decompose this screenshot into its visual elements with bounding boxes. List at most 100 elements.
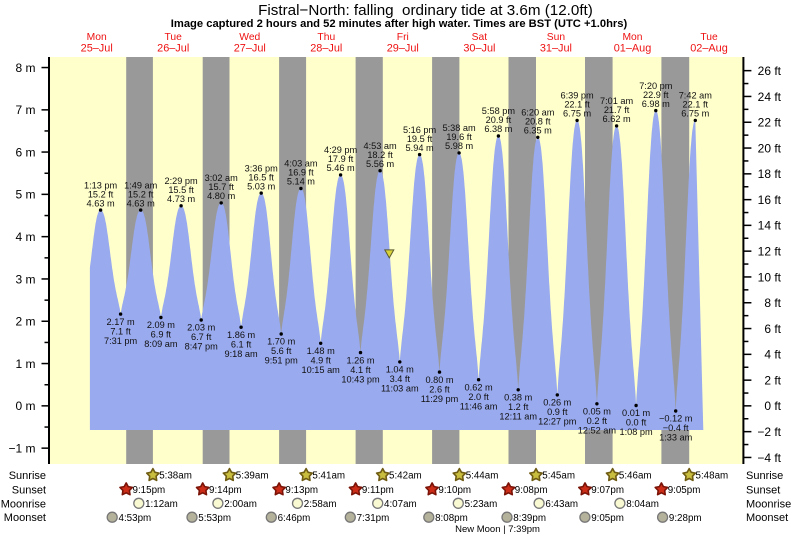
svg-text:0.01 m: 0.01 m [622, 408, 650, 418]
svg-text:9:05pm: 9:05pm [668, 485, 701, 496]
svg-text:1.04 m: 1.04 m [386, 365, 414, 375]
svg-text:6.38 m: 6.38 m [484, 124, 512, 134]
svg-text:Tue: Tue [165, 32, 183, 43]
svg-text:4.1 ft: 4.1 ft [350, 365, 371, 375]
svg-text:25–Jul: 25–Jul [81, 42, 113, 54]
svg-text:4 m: 4 m [15, 230, 35, 244]
svg-text:22 ft: 22 ft [758, 116, 782, 130]
svg-text:9:13pm: 9:13pm [285, 485, 318, 496]
svg-text:6.35 m: 6.35 m [524, 126, 552, 136]
svg-text:7:31pm: 7:31pm [357, 513, 390, 524]
svg-text:9:11pm: 9:11pm [362, 485, 394, 496]
svg-text:15.2 ft: 15.2 ft [88, 189, 114, 199]
svg-text:0.0 ft: 0.0 ft [626, 418, 647, 428]
svg-text:6 ft: 6 ft [764, 322, 781, 336]
svg-text:6:46pm: 6:46pm [278, 513, 311, 524]
svg-text:1.26 m: 1.26 m [346, 355, 374, 365]
svg-text:6.9 ft: 6.9 ft [151, 330, 172, 340]
svg-text:5:53pm: 5:53pm [198, 513, 231, 524]
svg-text:9:18 am: 9:18 am [224, 349, 258, 359]
svg-text:2.17 m: 2.17 m [107, 317, 135, 327]
svg-text:2 ft: 2 ft [764, 373, 781, 387]
svg-text:29–Jul: 29–Jul [387, 42, 419, 54]
svg-text:18.2 ft: 18.2 ft [367, 150, 393, 160]
svg-text:19.5 ft: 19.5 ft [407, 134, 433, 144]
svg-text:Wed: Wed [239, 32, 260, 43]
svg-text:7.1 ft: 7.1 ft [110, 326, 131, 336]
svg-text:2 m: 2 m [15, 315, 35, 329]
svg-text:12 ft: 12 ft [758, 245, 782, 259]
svg-text:01–Aug: 01–Aug [614, 42, 652, 54]
svg-text:6 m: 6 m [15, 145, 35, 159]
svg-text:New Moon | 7:39pm: New Moon | 7:39pm [455, 524, 540, 535]
svg-text:11:29 pm: 11:29 pm [421, 394, 459, 404]
svg-text:7:31 pm: 7:31 pm [104, 336, 138, 346]
svg-text:10:15 am: 10:15 am [302, 365, 341, 375]
svg-text:0.38 m: 0.38 m [504, 393, 532, 403]
svg-text:11:03 am: 11:03 am [381, 384, 419, 394]
svg-text:9:05pm: 9:05pm [591, 513, 624, 524]
svg-text:Moonset: Moonset [746, 512, 788, 524]
svg-text:Tue: Tue [700, 32, 718, 43]
svg-text:Sunset: Sunset [12, 484, 46, 496]
svg-text:20 ft: 20 ft [758, 141, 782, 155]
svg-text:Sun: Sun [547, 32, 566, 43]
svg-text:30–Jul: 30–Jul [463, 42, 495, 54]
svg-text:16.5 ft: 16.5 ft [248, 172, 274, 182]
svg-text:24 ft: 24 ft [758, 90, 782, 104]
svg-text:Mon: Mon [622, 32, 642, 43]
svg-text:11:46 am: 11:46 am [460, 401, 498, 411]
svg-text:0 ft: 0 ft [764, 399, 781, 413]
svg-text:26–Jul: 26–Jul [157, 42, 189, 54]
svg-text:8:08pm: 8:08pm [435, 513, 468, 524]
svg-text:18 ft: 18 ft [758, 167, 782, 181]
svg-text:6.98 m: 6.98 m [642, 99, 670, 109]
svg-text:8:47 pm: 8:47 pm [185, 342, 219, 352]
svg-text:12:52 am: 12:52 am [578, 426, 617, 436]
svg-text:5.03 m: 5.03 m [247, 181, 275, 191]
svg-text:27–Jul: 27–Jul [234, 42, 266, 54]
svg-text:22.1 ft: 22.1 ft [683, 100, 709, 110]
svg-text:0.05 m: 0.05 m [583, 407, 611, 417]
svg-text:Sunset: Sunset [746, 484, 780, 496]
svg-text:Thu: Thu [317, 32, 335, 43]
svg-text:5.98 m: 5.98 m [445, 141, 473, 151]
svg-text:6:43am: 6:43am [545, 499, 578, 510]
svg-text:2.09 m: 2.09 m [147, 320, 175, 330]
svg-text:4:53 am: 4:53 am [363, 141, 397, 151]
svg-text:21.7 ft: 21.7 ft [604, 105, 630, 115]
svg-text:3:02 am: 3:02 am [205, 173, 239, 183]
svg-text:2.03 m: 2.03 m [187, 323, 215, 333]
svg-text:1:13 pm: 1:13 pm [84, 180, 118, 190]
svg-text:1.70 m: 1.70 m [267, 337, 295, 347]
svg-text:9:07pm: 9:07pm [591, 485, 624, 496]
svg-text:6.62 m: 6.62 m [603, 114, 631, 124]
svg-text:Mon: Mon [87, 32, 107, 43]
svg-text:4:29 pm: 4:29 pm [324, 145, 358, 155]
svg-text:17.9 ft: 17.9 ft [328, 154, 354, 164]
svg-text:2:58am: 2:58am [304, 499, 337, 510]
svg-text:2.0 ft: 2.0 ft [468, 392, 489, 402]
svg-text:1:08 pm: 1:08 pm [619, 427, 653, 437]
svg-text:5:38am: 5:38am [159, 471, 192, 482]
svg-text:3 m: 3 m [15, 272, 35, 286]
svg-text:4 ft: 4 ft [764, 348, 781, 362]
svg-text:5:41am: 5:41am [312, 471, 345, 482]
svg-text:5 m: 5 m [15, 188, 35, 202]
svg-text:8:04am: 8:04am [626, 499, 659, 510]
svg-text:Sunrise: Sunrise [746, 470, 783, 482]
svg-text:9:10pm: 9:10pm [438, 485, 471, 496]
svg-text:1:12am: 1:12am [145, 499, 178, 510]
svg-text:31–Jul: 31–Jul [540, 42, 572, 54]
svg-text:6.1 ft: 6.1 ft [231, 339, 252, 349]
svg-text:5.14 m: 5.14 m [287, 177, 315, 187]
svg-text:5:46am: 5:46am [619, 471, 652, 482]
svg-text:−0.12 m: −0.12 m [659, 414, 693, 424]
svg-text:Image captured 2 hours and 52: Image captured 2 hours and 52 minutes af… [171, 18, 628, 30]
svg-text:−1 m: −1 m [8, 442, 35, 456]
svg-text:5:42am: 5:42am [389, 471, 422, 482]
svg-text:0.62 m: 0.62 m [465, 382, 493, 392]
svg-text:0 m: 0 m [15, 399, 35, 413]
svg-text:8 m: 8 m [15, 61, 35, 75]
svg-text:6.7 ft: 6.7 ft [191, 332, 212, 342]
